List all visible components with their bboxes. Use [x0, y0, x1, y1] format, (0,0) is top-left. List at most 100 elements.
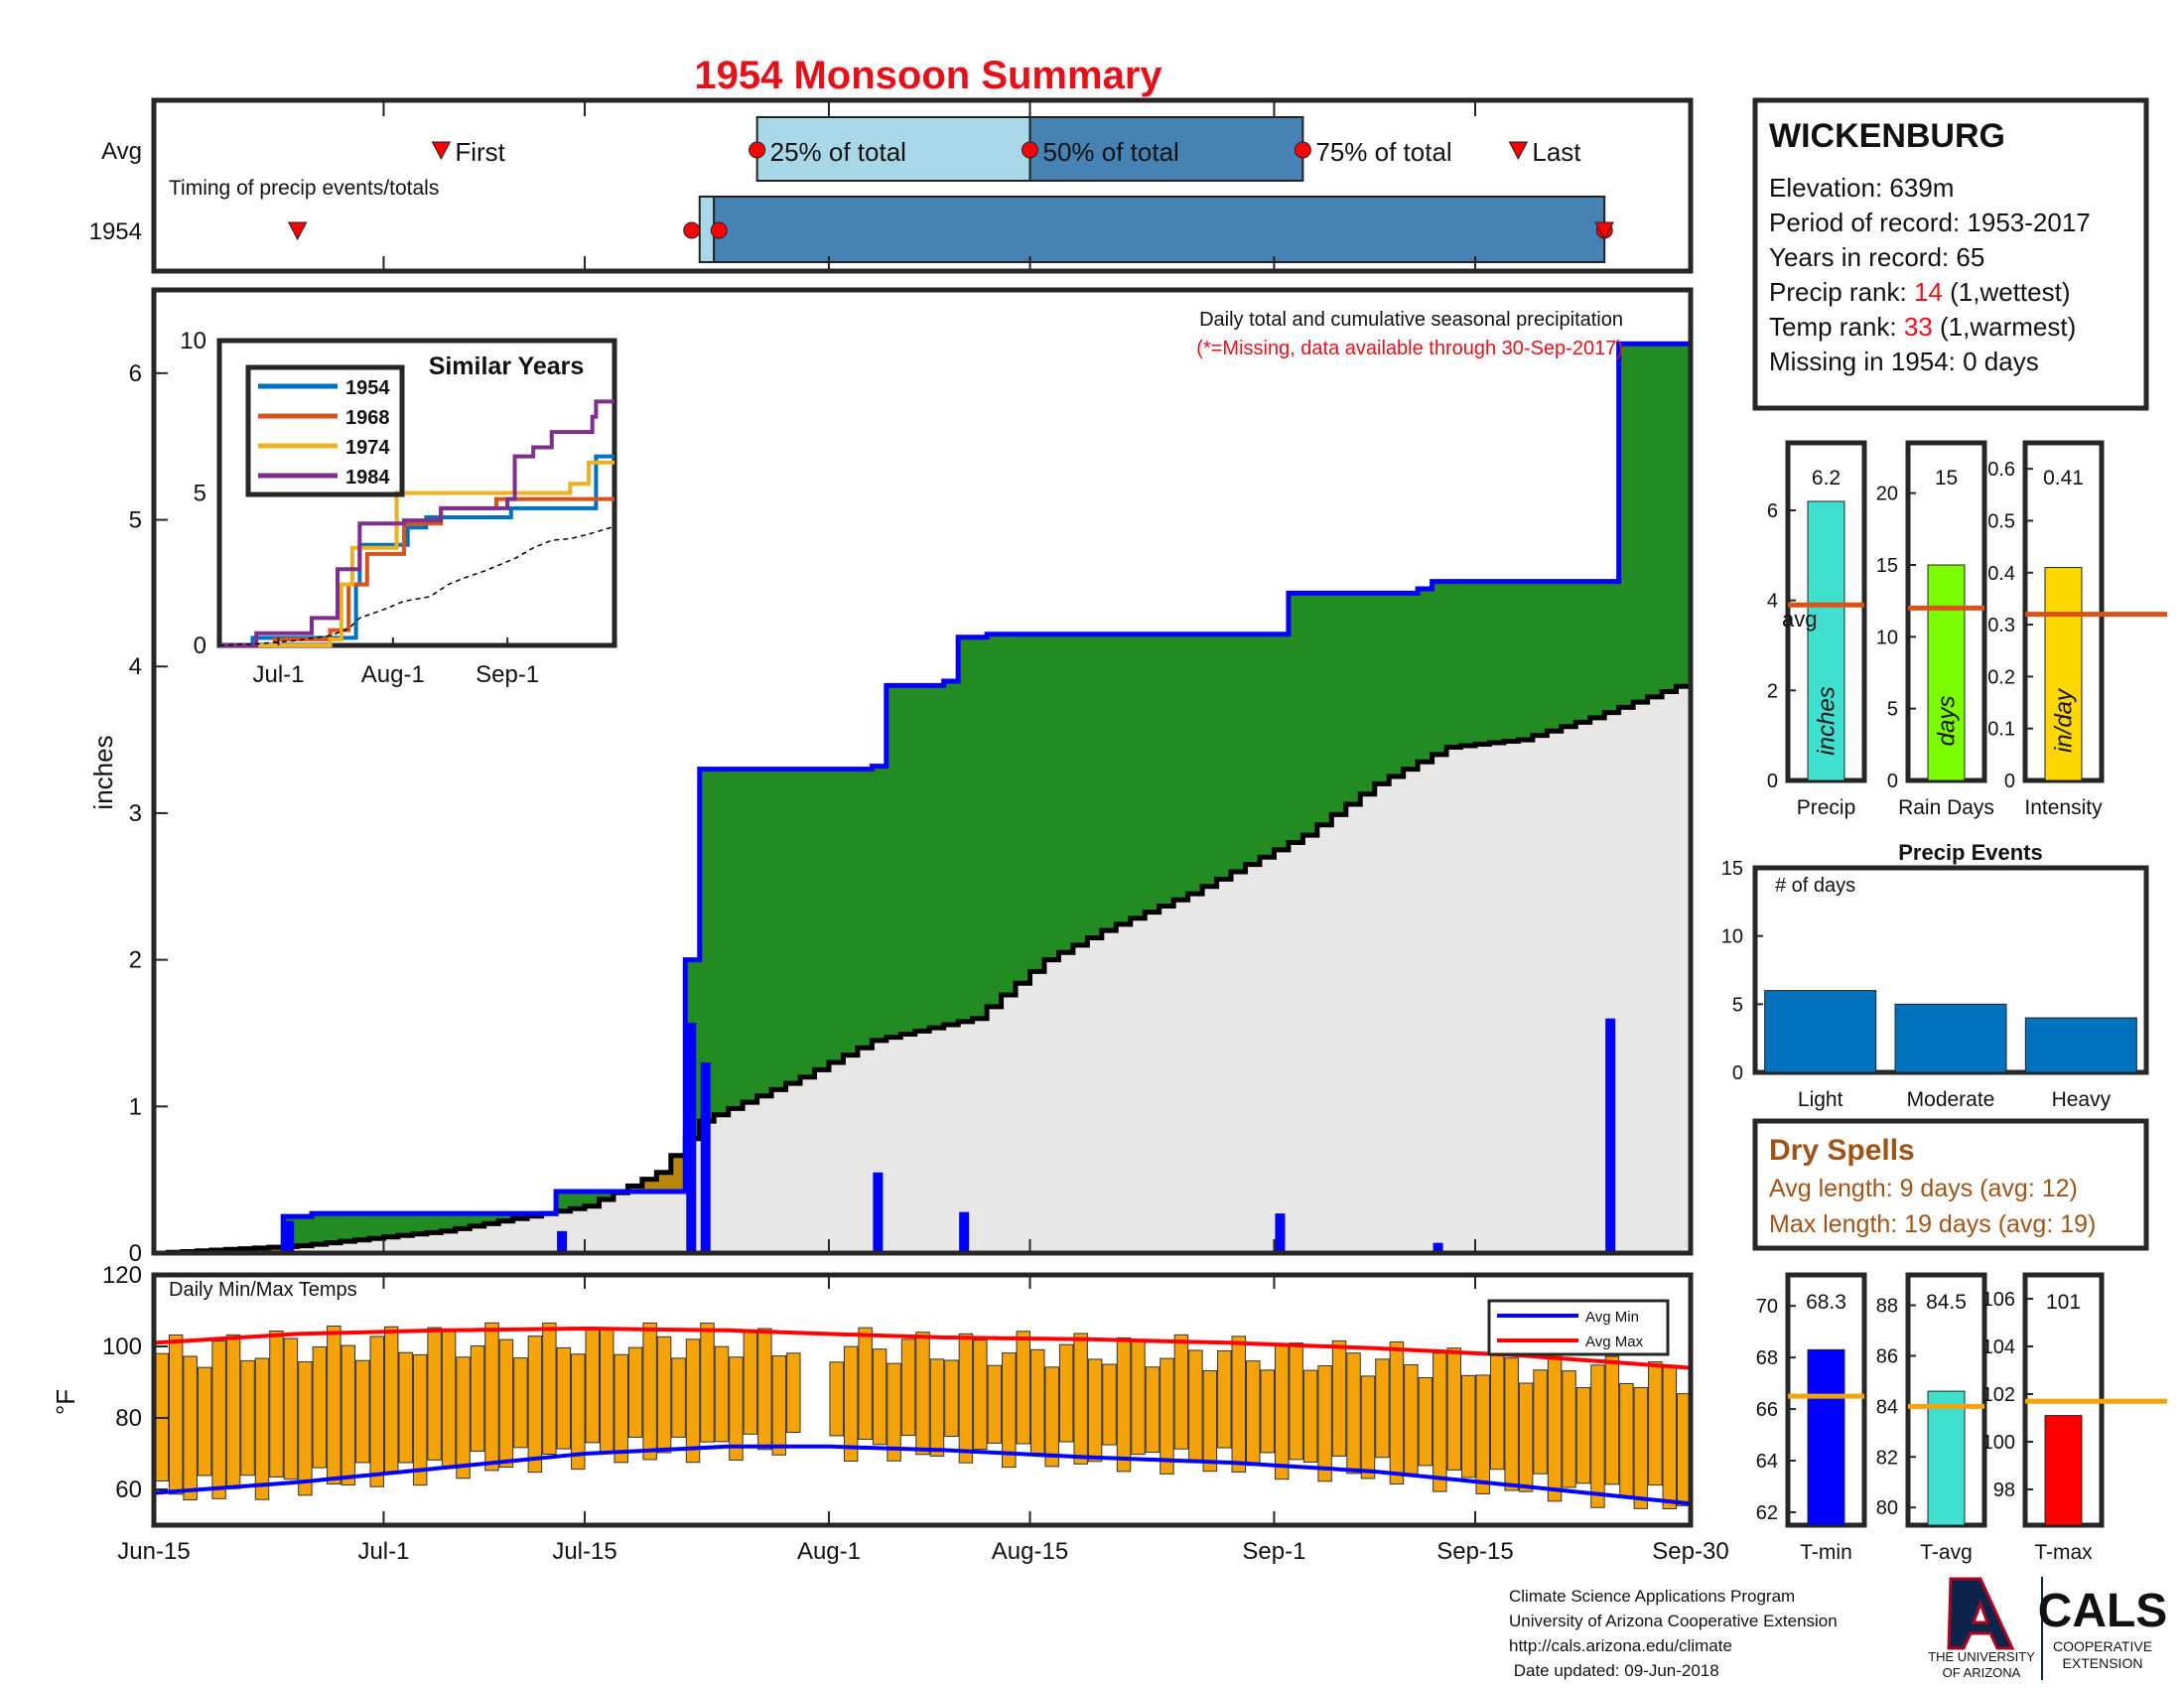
tavg-summary-y-tick: 80 [1876, 1497, 1898, 1519]
tavg-summary-y-tick: 88 [1876, 1296, 1898, 1318]
temp-y-tick: 60 [115, 1477, 142, 1503]
inset-y-tick: 0 [194, 633, 206, 659]
daily-temp-bar [383, 1326, 399, 1474]
inset-y-tick: 10 [180, 328, 206, 354]
precip-rank: Precip rank: 14 (1,wettest) [1769, 277, 2071, 307]
above-average-fill [1058, 633, 1074, 953]
dry-spells-frame [1752, 1118, 2149, 1251]
above-average-fill [1503, 581, 1519, 742]
daily-temp-bar [1562, 1370, 1576, 1488]
daily-temp-bar [355, 1359, 370, 1464]
above-average-fill [599, 1191, 614, 1199]
events-y-tick: 5 [1732, 994, 1743, 1016]
daily-temp-bar [585, 1327, 600, 1444]
daily-temp-bar [542, 1322, 557, 1456]
year-last-marker [1594, 221, 1615, 241]
above-average-fill [441, 1213, 457, 1231]
daily-temp-bar [197, 1366, 212, 1477]
above-average-fill [1302, 593, 1318, 836]
daily-temp-bar [929, 1358, 945, 1457]
daily-temp-bar [1087, 1358, 1103, 1463]
dry-spells-title: Dry Spells [1769, 1134, 1915, 1167]
y-tick-label: 0 [129, 1240, 142, 1267]
date-x-axis: Jun-15 Jul-1 Jul-15 Aug-1 Aug-15 Sep-1 Sep-15 S… [117, 102, 1729, 1565]
avg-50-marker [1022, 141, 1039, 159]
year-50-75-bar [713, 196, 1606, 263]
tmax-summary-label: T-max [2034, 1541, 2093, 1564]
daily-temp-bar [1246, 1360, 1261, 1467]
tmax-summary-value: 101 [2046, 1291, 2081, 1314]
intensity-summary-value: 0.41 [2043, 467, 2084, 490]
daily-temp-bar [1604, 1355, 1620, 1485]
daily-temp-bar [1433, 1352, 1447, 1492]
daily-temp-bar [1188, 1349, 1203, 1464]
rain-days-summary-y-tick: 0 [1887, 771, 1898, 792]
precip-summary-avg-label: avg [1782, 607, 1817, 632]
above-average-fill [728, 769, 744, 1109]
intensity-summary-y-tick: 0.5 [1987, 510, 2015, 532]
daily-temp-bar [283, 1337, 299, 1480]
ua-line2: OF ARIZONA [1943, 1665, 2021, 1680]
above-average-fill [1043, 633, 1060, 960]
below-average-fill [254, 1247, 270, 1253]
above-average-fill [1259, 633, 1276, 858]
tmin-summary-y-tick: 64 [1756, 1451, 1778, 1473]
daily-temp-bar [398, 1351, 413, 1464]
timing-frame [151, 97, 1694, 274]
above-average-fill [455, 1213, 471, 1229]
daily-temp-bar [412, 1353, 428, 1486]
above-average-fill [1216, 633, 1232, 880]
y-tick-label: 1 [129, 1093, 142, 1120]
above-average-fill [1116, 633, 1132, 924]
above-average-fill [1374, 593, 1390, 784]
temps-panel: 60 80 100 120 Daily Min/Max Temps °F Avg Mi… [51, 1262, 1694, 1528]
rain-days-summary-y-tick: 15 [1876, 555, 1898, 577]
inset-plot: 0 5 10 Jul-1 Aug-1 Sep-1 [180, 328, 615, 688]
above-average-fill [556, 1191, 572, 1211]
above-average-fill [756, 769, 772, 1096]
above-average-fill [1589, 581, 1605, 718]
above-average-fill [1231, 633, 1247, 872]
inset-legend-items: 1954 1968 1974 1984 [258, 377, 390, 489]
tmin-summary-y-tick: 62 [1756, 1502, 1778, 1524]
tmax-summary-y-tick: 98 [1993, 1479, 2015, 1501]
daily-temp-bar [958, 1333, 974, 1464]
inset-x-tick: Jul-1 [252, 661, 304, 688]
above-average-fill [1072, 633, 1088, 945]
above-average-fill [699, 769, 715, 1122]
above-average-fill [297, 1216, 313, 1246]
daily-temp-bar [1633, 1386, 1649, 1509]
above-average-fill [814, 769, 830, 1070]
footer: Climate Science Applications Program Uni… [1509, 1577, 2167, 1680]
daily-temp-bar [556, 1346, 572, 1450]
daily-precip-bar [1433, 1242, 1443, 1253]
daily-temp-bar [771, 1355, 787, 1456]
intensity-summary-y-tick: 0.4 [1987, 563, 2015, 585]
above-average-fill [1474, 581, 1491, 745]
daily-temp-bar [900, 1338, 916, 1437]
above-average-fill [1288, 593, 1303, 843]
daily-temp-bar [700, 1323, 715, 1443]
avg-first-marker [431, 141, 452, 161]
tavg-summary-bar [1927, 1390, 1966, 1526]
daily-temp-bar [973, 1339, 988, 1451]
page-title: 1954 Monsoon Summary [694, 54, 1162, 97]
above-average-fill [1662, 344, 1678, 692]
above-average-fill [1087, 633, 1103, 938]
above-average-fill [943, 681, 959, 1026]
above-average-fill [397, 1213, 414, 1236]
daily-temp-bar [1030, 1348, 1045, 1455]
daily-temp-bar [1375, 1358, 1390, 1459]
station-elevation: Elevation: 639m [1769, 173, 1954, 203]
daily-temp-bar [1317, 1365, 1332, 1482]
intensity-summary-unit: in/day [2051, 687, 2078, 753]
rain-days-summary-value: 15 [1935, 467, 1958, 490]
below-average-fill [670, 1155, 686, 1192]
daily-temp-bar [1231, 1336, 1247, 1473]
above-average-fill [800, 769, 816, 1077]
rain-days-summary-unit: days [1934, 696, 1961, 747]
daily-temp-bar [1404, 1363, 1419, 1475]
above-average-fill [1604, 581, 1620, 713]
inset-x-tick: Aug-1 [361, 661, 425, 688]
